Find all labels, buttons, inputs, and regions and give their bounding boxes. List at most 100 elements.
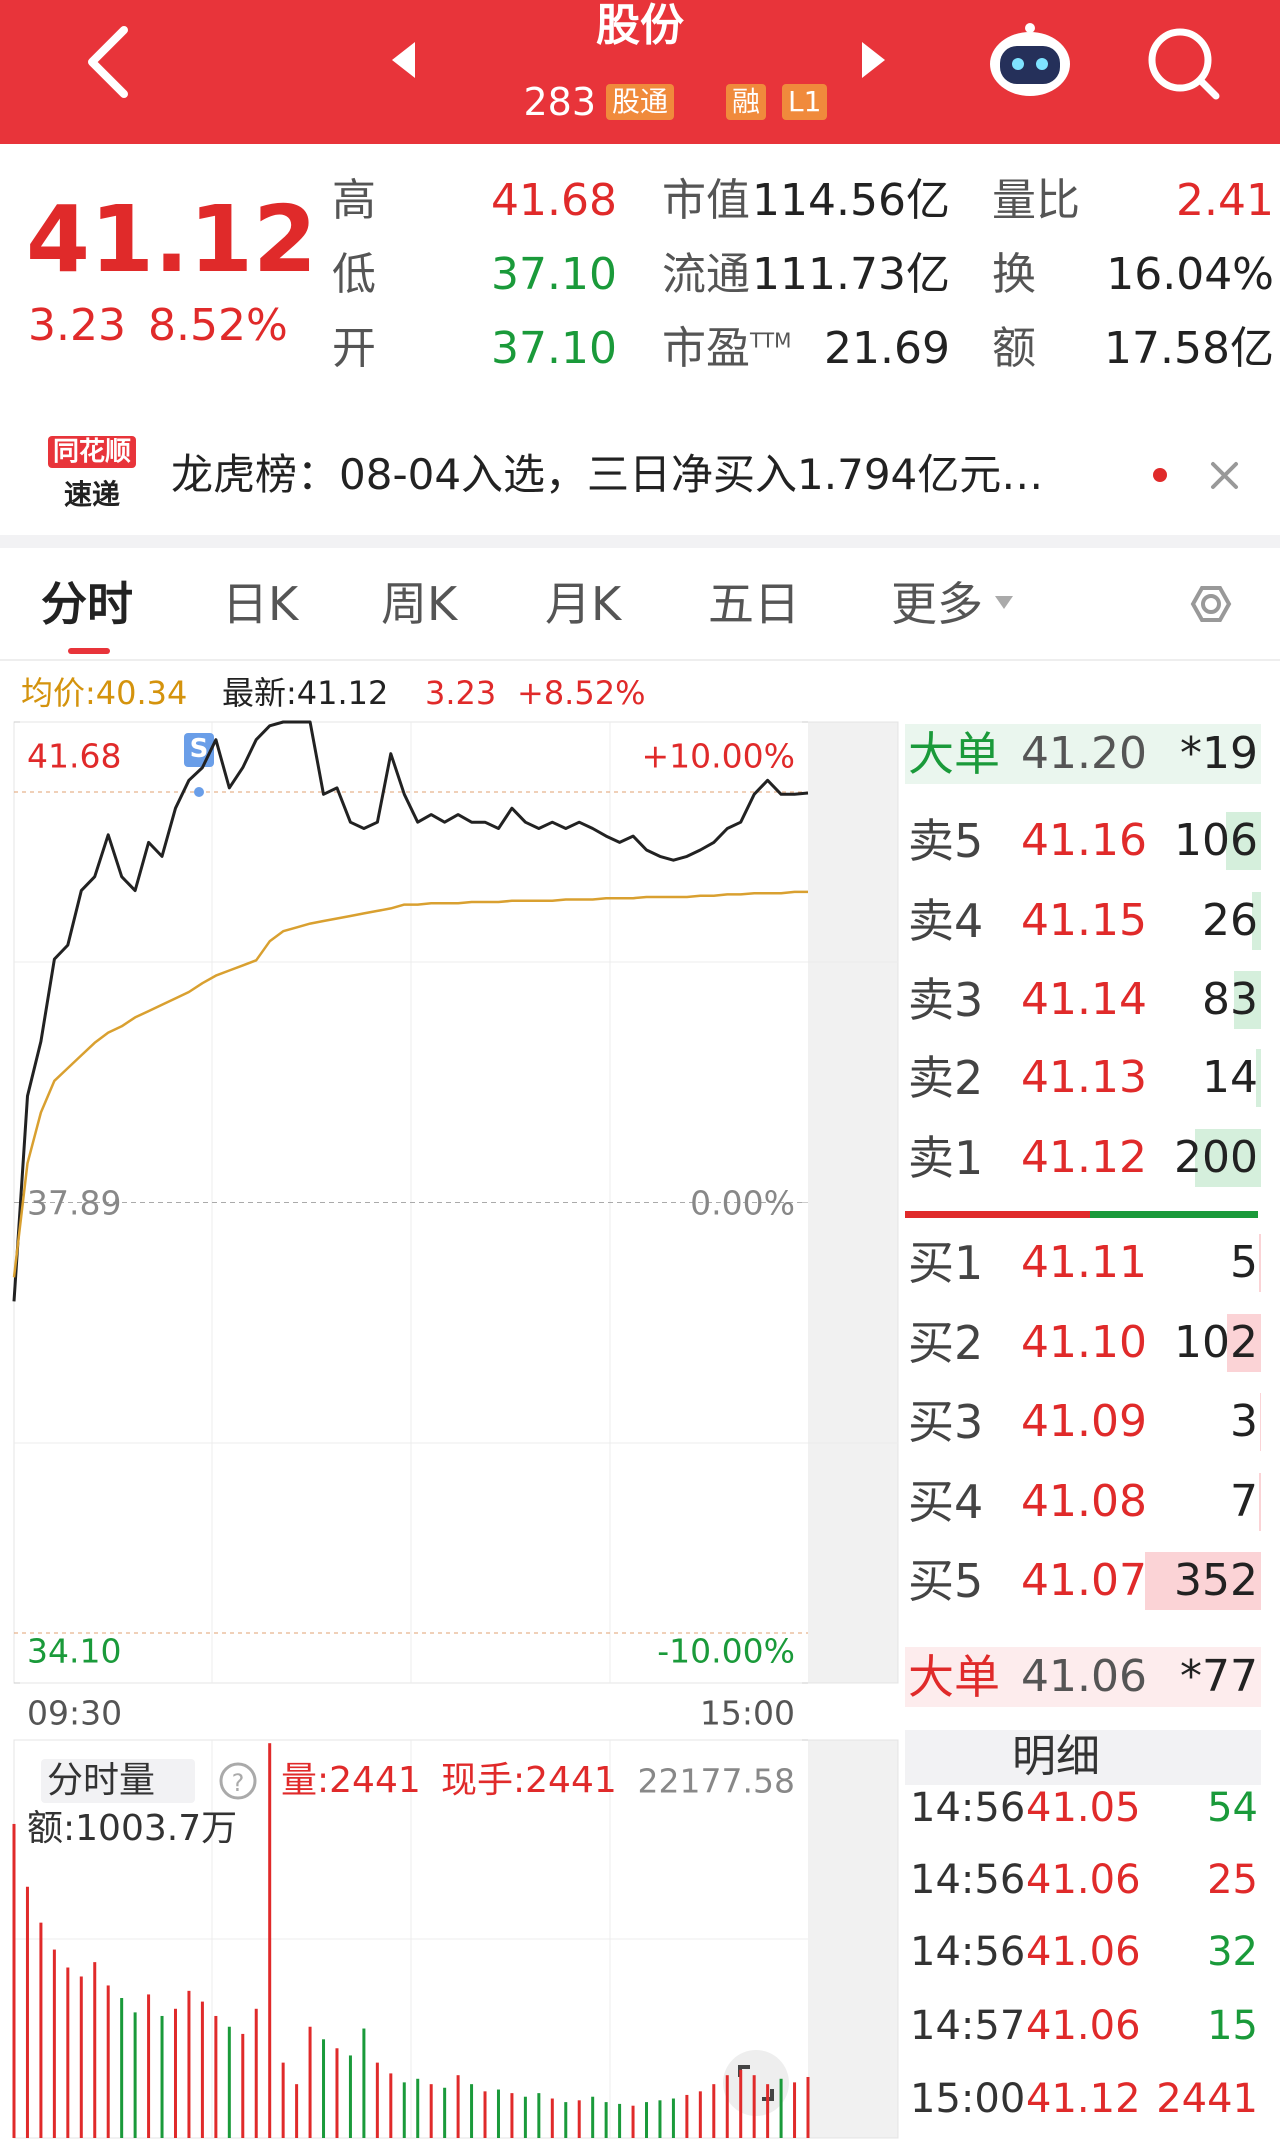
level-label: 买4 (908, 1475, 984, 1529)
tab[interactable]: 五日 (708, 577, 800, 631)
depth-bar (1145, 1552, 1261, 1610)
volume-bar (160, 2015, 164, 2138)
y-tick-label: 41.68 (27, 736, 122, 776)
x-tick-label: 09:30 (27, 1693, 123, 1733)
assistant-icon[interactable] (990, 23, 1070, 96)
volume-bar (25, 1886, 29, 2138)
level-label: 卖5 (908, 814, 984, 868)
volume-bar (93, 1962, 97, 2138)
level-volume: 352 (1174, 1555, 1258, 1606)
amount-label: 额:1003.7万 (27, 1808, 238, 1849)
tab-underline (68, 648, 110, 654)
trade-price: 41.12 (1026, 2076, 1141, 2122)
level-volume: 26 (1202, 895, 1258, 946)
volume-bar (120, 1998, 124, 2138)
trade-volume: 2441 (1156, 2076, 1258, 2122)
stat-value: 21.69 (824, 323, 950, 374)
back-button[interactable] (88, 26, 128, 98)
volume-bar (591, 2096, 595, 2138)
volume-bar (268, 1743, 272, 2138)
level-volume: 14 (1202, 1052, 1258, 1103)
level-price: 41.12 (1021, 1132, 1147, 1183)
trade-volume: 54 (1207, 1785, 1258, 1831)
section-gap (0, 535, 1280, 548)
volume-bar (295, 2084, 299, 2138)
stat-value: 37.10 (491, 249, 617, 300)
volume-bar (52, 1949, 56, 2138)
last-price: 41.12 (26, 186, 318, 293)
stat-label: 市盈TTM (662, 323, 792, 374)
tab[interactable]: 日K (222, 577, 299, 631)
volume-axis-label: 22177.58 (637, 1761, 795, 1801)
logo-top: 同花顺 (47, 436, 137, 468)
trade-price: 41.06 (1026, 1857, 1141, 1903)
tab[interactable]: 更多 (891, 577, 983, 631)
volume-selector[interactable]: 分时量 (41, 1759, 196, 1803)
tab[interactable]: 月K (545, 577, 622, 631)
settings-button[interactable] (1190, 586, 1232, 622)
big-order-price: 41.20 (1021, 728, 1147, 779)
big-order-count: *77 (1180, 1651, 1258, 1702)
notice-text[interactable]: 龙虎榜：08-04入选，三日净买入1.794亿元… (171, 450, 1044, 499)
details-header[interactable]: 明细 (1012, 1731, 1100, 1782)
stat-label: 开 (332, 323, 376, 374)
stock-name: 股份 (596, 0, 684, 51)
price-line (12, 720, 809, 1302)
volume-bar (322, 2039, 326, 2138)
trade-price: 41.05 (1026, 1785, 1141, 1831)
big-sell-bg (905, 724, 1261, 784)
level-price: 41.13 (1021, 1052, 1147, 1103)
depth-bar (1233, 971, 1261, 1029)
close-notice[interactable] (1211, 462, 1238, 489)
tab[interactable]: 周K (381, 577, 458, 631)
volume-bar (537, 2093, 541, 2138)
tab[interactable]: 分时 (41, 577, 133, 631)
volume-bar (443, 2087, 447, 2138)
search-button[interactable] (1148, 28, 1220, 100)
volume-bar (416, 2078, 420, 2138)
badge: 股通 (606, 84, 675, 120)
post-market-band (808, 722, 898, 1683)
volume-bar (604, 2102, 608, 2138)
level-price: 41.09 (1021, 1396, 1147, 1447)
level-price: 41.16 (1021, 815, 1147, 866)
badge: L1 (782, 84, 828, 120)
big-order-label: 大单 (908, 1650, 1000, 1704)
more-caret[interactable] (995, 596, 1013, 609)
volume-bar (362, 2028, 366, 2138)
volume-bar (685, 2094, 689, 2138)
volume-bar (106, 1985, 110, 2138)
help-button[interactable] (219, 1762, 257, 1800)
trade-time: 14:56 (910, 1857, 1026, 1903)
trade-time: 14:57 (910, 2003, 1026, 2049)
zoom-button[interactable] (723, 2050, 789, 2116)
level-volume: 83 (1202, 974, 1258, 1025)
volume-bar (200, 2001, 204, 2138)
level-price: 41.14 (1021, 974, 1147, 1025)
level-volume: 106 (1174, 815, 1258, 866)
change: 3.23 (28, 300, 126, 351)
volume-bar (375, 2062, 379, 2138)
level-volume: 5 (1230, 1237, 1258, 1288)
level-label: 卖4 (908, 894, 984, 948)
stat-label: 额 (992, 323, 1036, 374)
next-stock[interactable] (862, 42, 885, 78)
volume-bar (496, 2089, 500, 2138)
volume-bar (12, 1823, 16, 2138)
y2-tick-label: -10.00% (657, 1631, 795, 1671)
stat-value: 2.41 (1176, 175, 1274, 226)
volume-bar (79, 1976, 83, 2138)
prev-stock[interactable] (392, 42, 415, 78)
depth-bar (1227, 1314, 1261, 1372)
signal-dot (194, 787, 204, 797)
stat-label-sup: TTM (750, 328, 792, 353)
y-tick-label: 34.10 (27, 1631, 122, 1671)
level-label: 卖2 (908, 1051, 984, 1105)
stat-label: 流通 (662, 249, 750, 300)
y2-tick-label: 0.00% (690, 1183, 795, 1222)
volume-bar (523, 2096, 527, 2138)
volume-bar (214, 2015, 218, 2138)
level-label: 买3 (908, 1395, 984, 1449)
stat-label: 低 (332, 249, 376, 300)
depth-bar (1226, 812, 1261, 870)
